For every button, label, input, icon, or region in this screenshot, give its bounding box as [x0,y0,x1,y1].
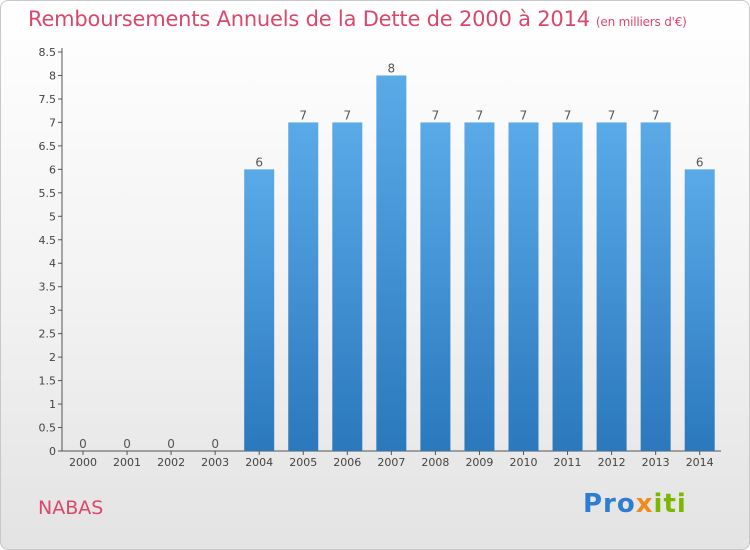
y-tick-label: 6 [49,163,56,176]
bar-value-label: 0 [79,437,87,451]
chart-title: Remboursements Annuels de la Dette de 20… [28,7,687,31]
x-tick-label: 2004 [245,456,273,469]
x-tick-label: 2011 [554,456,582,469]
bar [684,169,715,451]
y-tick-label: 3.5 [39,281,57,294]
y-tick-label: 4.5 [39,234,57,247]
bar-value-label: 6 [696,155,704,169]
bar [420,122,451,451]
y-tick-label: 5.5 [39,187,57,200]
y-tick-label: 7.5 [39,93,57,106]
bar-value-label: 0 [211,437,219,451]
y-tick-label: 3 [49,304,56,317]
chart-unit: (en milliers d'€) [595,15,687,29]
bar [596,122,627,451]
y-tick-label: 8.5 [39,46,57,59]
x-tick-label: 2002 [157,456,185,469]
bar [244,169,275,451]
y-tick-label: 0 [49,445,56,458]
chart-title-text: Remboursements Annuels de la Dette de 20… [28,7,590,31]
y-tick-label: 4 [49,257,56,270]
x-axis: 2000 2001 2002 2003 2004 2005 2006 2007 2008 2009… [62,450,721,469]
bar-value-label: 7 [343,108,351,122]
bar [288,122,319,451]
bar-value-label: 7 [299,108,307,122]
bar [464,122,495,451]
bar-value-label: 6 [255,155,263,169]
y-tick-label: 2.5 [39,328,57,341]
y-tick-label: 1.5 [39,375,57,388]
x-tick-label: 2007 [377,456,405,469]
y-tick-label: 6.5 [39,140,57,153]
x-tick-label: 2005 [289,456,317,469]
proxiti-logo[interactable]: Proxiti [583,489,687,519]
x-tick-label: 2008 [421,456,449,469]
x-tick-label: 2014 [686,456,714,469]
x-tick-label: 2000 [69,456,97,469]
x-tick-label: 2012 [598,456,626,469]
y-tick-label: 7 [49,116,56,129]
y-tick-label: 5 [49,210,56,223]
bars [244,75,715,452]
bar-value-label: 0 [167,437,175,451]
bar-value-label: 0 [123,437,131,451]
bar [508,122,539,451]
x-tick-label: 2003 [201,456,229,469]
bar-value-label: 8 [388,61,396,75]
y-tick-label: 2 [49,351,56,364]
bar [640,122,671,451]
bar-value-label: 7 [652,108,660,122]
commune-name: NABAS [38,497,104,519]
x-tick-label: 2009 [465,456,493,469]
x-tick-label: 2001 [113,456,141,469]
x-tick-label: 2013 [642,456,670,469]
bar-value-label: 7 [564,108,572,122]
bar [376,75,407,452]
bar-labels: 0 0 0 0 6 7 7 8 7 7 7 7 7 7 6 [79,61,703,451]
y-tick-label: 1 [49,398,56,411]
y-tick-label: 8 [49,69,56,82]
bar-value-label: 7 [476,108,484,122]
bar-value-label: 7 [432,108,440,122]
y-tick-label: 0.5 [39,422,57,435]
x-tick-label: 2006 [333,456,361,469]
x-tick-label: 2010 [510,456,538,469]
bar-value-label: 7 [520,108,528,122]
y-axis: 0 0.5 1 1.5 2 2.5 3 3.5 4 4.5 5 5.5 6 6.5 7 7.5 8 8.5 [39,46,63,458]
bar-value-label: 7 [608,108,616,122]
bar [332,122,363,451]
bar [552,122,583,451]
